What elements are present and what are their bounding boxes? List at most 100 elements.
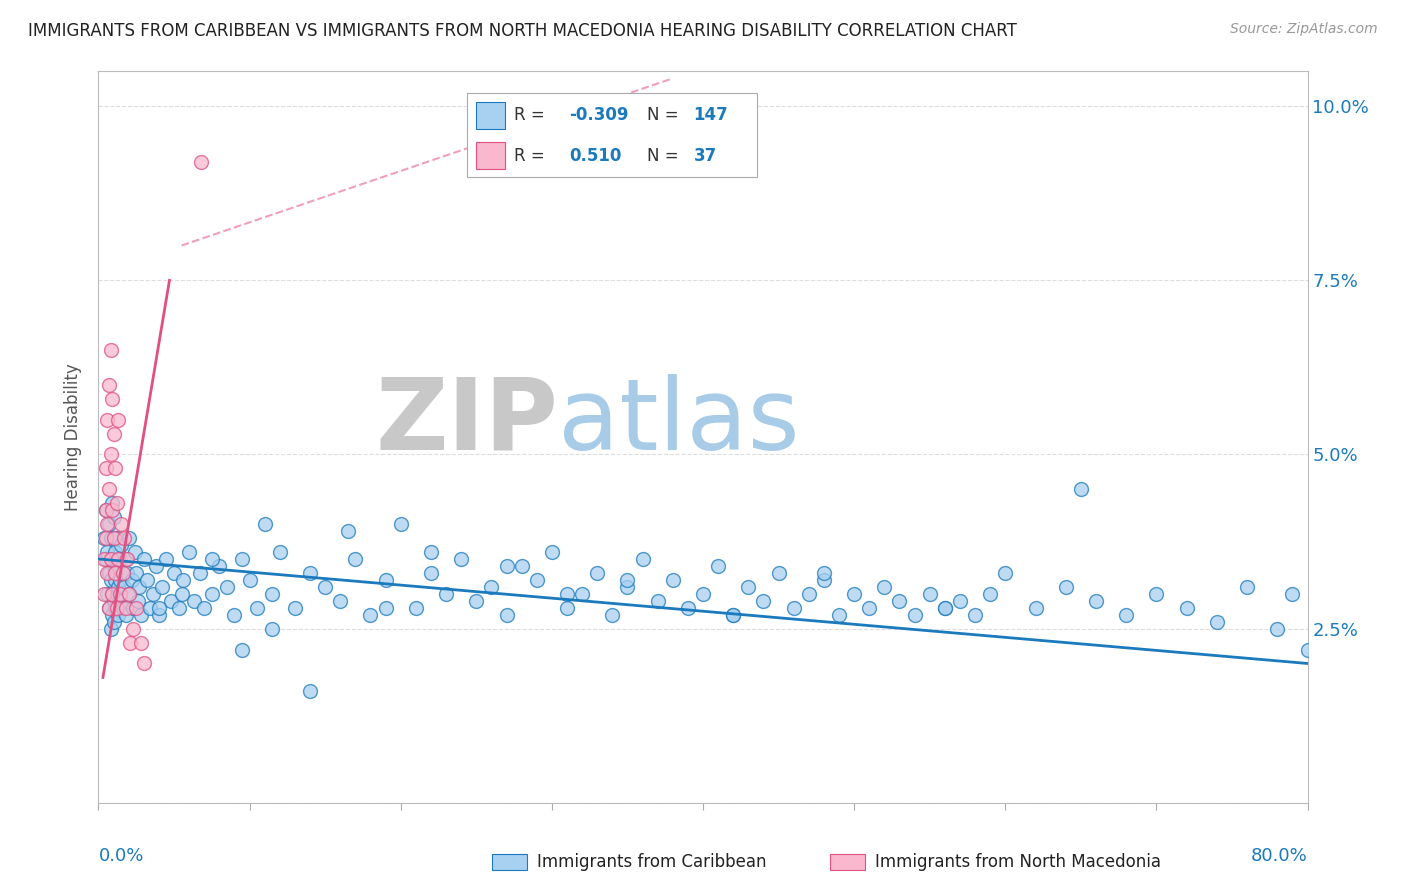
Point <box>125 600 148 615</box>
Point <box>98 483 121 497</box>
Point <box>179 545 201 559</box>
Point <box>737 580 759 594</box>
Point <box>103 531 125 545</box>
Point <box>107 552 129 566</box>
Point <box>94 552 117 566</box>
Point <box>127 594 149 608</box>
Point <box>602 607 624 622</box>
Point <box>103 510 125 524</box>
Point <box>284 600 307 615</box>
Point <box>299 566 322 580</box>
Point <box>101 392 124 406</box>
Point <box>145 558 167 573</box>
Point <box>188 566 211 580</box>
Point <box>150 580 173 594</box>
Point <box>647 594 669 608</box>
Point <box>193 600 215 615</box>
Point <box>129 635 152 649</box>
Point <box>723 607 745 622</box>
Point <box>93 552 115 566</box>
Point <box>510 558 533 573</box>
Point <box>96 412 118 426</box>
Point <box>873 580 896 594</box>
Point <box>555 600 578 615</box>
Point <box>96 545 118 559</box>
Point <box>94 503 117 517</box>
Point <box>118 587 141 601</box>
Point <box>107 412 129 426</box>
Point <box>132 552 155 566</box>
Point <box>98 600 121 615</box>
Point <box>101 496 124 510</box>
Point <box>121 573 143 587</box>
Point <box>94 461 117 475</box>
Point <box>1236 580 1258 594</box>
Point <box>160 594 183 608</box>
Point <box>420 566 443 580</box>
Point <box>148 600 170 615</box>
Point <box>201 552 224 566</box>
Point <box>844 587 866 601</box>
Point <box>107 607 129 622</box>
Point <box>112 580 135 594</box>
Point <box>1267 622 1289 636</box>
Point <box>118 587 141 601</box>
Point <box>239 573 262 587</box>
Point <box>450 552 472 566</box>
Point <box>104 461 127 475</box>
Y-axis label: Hearing Disability: Hearing Disability <box>65 363 83 511</box>
Point <box>129 607 152 622</box>
Point <box>965 607 987 622</box>
Point <box>269 545 291 559</box>
Point <box>101 607 124 622</box>
Point <box>631 552 654 566</box>
Point <box>172 573 194 587</box>
Point <box>170 587 193 601</box>
Point <box>405 600 427 615</box>
Point <box>797 587 820 601</box>
Point <box>979 587 1001 601</box>
Point <box>101 503 124 517</box>
Point <box>128 580 150 594</box>
Point <box>1175 600 1198 615</box>
Point <box>105 496 128 510</box>
Point <box>616 580 638 594</box>
Point <box>100 343 122 357</box>
Point <box>96 517 118 532</box>
Point <box>676 600 699 615</box>
Point <box>183 594 205 608</box>
Text: ZIP: ZIP <box>375 374 558 471</box>
Text: atlas: atlas <box>558 374 800 471</box>
Point <box>752 594 775 608</box>
Point <box>858 600 880 615</box>
Point <box>122 622 145 636</box>
Point <box>110 594 132 608</box>
Point <box>904 607 927 622</box>
Point <box>111 566 134 580</box>
Point <box>105 531 128 545</box>
Point <box>495 607 517 622</box>
Point <box>465 594 488 608</box>
Point <box>110 517 132 532</box>
Point <box>132 657 155 671</box>
Point <box>934 600 956 615</box>
Point <box>813 566 835 580</box>
Point <box>231 642 253 657</box>
Point <box>110 538 132 552</box>
Point <box>783 600 806 615</box>
Point <box>1054 580 1077 594</box>
Point <box>142 587 165 601</box>
Point <box>98 566 121 580</box>
Point <box>360 607 382 622</box>
Point <box>707 558 730 573</box>
Point <box>100 448 122 462</box>
Point <box>124 545 146 559</box>
Point <box>167 600 190 615</box>
Point <box>139 600 162 615</box>
Point <box>262 587 284 601</box>
Point <box>104 566 127 580</box>
Point <box>120 635 142 649</box>
Text: Immigrants from North Macedonia: Immigrants from North Macedonia <box>875 853 1160 871</box>
Point <box>114 552 136 566</box>
Point <box>481 580 503 594</box>
